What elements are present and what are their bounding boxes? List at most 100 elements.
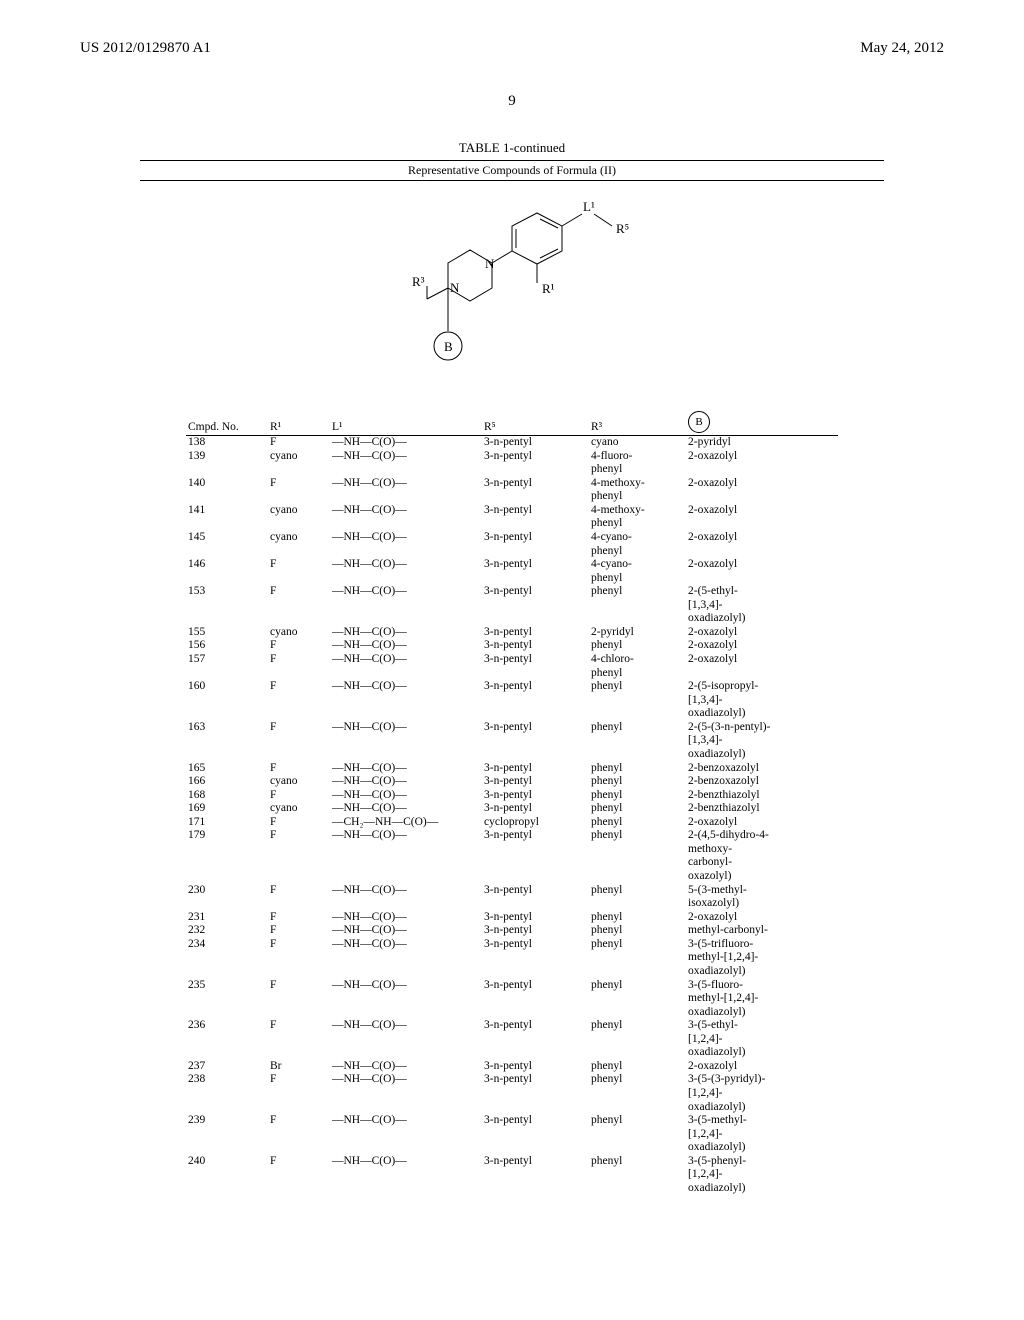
table-cell: —NH—C(O)— xyxy=(330,911,482,925)
table-cell: F xyxy=(268,436,330,450)
table-row: 155cyano—NH—C(O)—3-n-pentyl2-pyridyl2-ox… xyxy=(186,626,838,640)
table-cell: 2-oxazolyl xyxy=(686,477,838,504)
table-cell: 160 xyxy=(186,680,268,721)
table-cell: —NH—C(O)— xyxy=(330,979,482,1020)
table-cell: phenyl xyxy=(589,721,686,762)
table-cell: 3-n-pentyl xyxy=(482,829,589,883)
table-cell: 145 xyxy=(186,531,268,558)
col-r1: R¹ xyxy=(268,409,330,436)
table-cell: phenyl xyxy=(589,1019,686,1060)
table-cell: 3-n-pentyl xyxy=(482,884,589,911)
table-cell: phenyl xyxy=(589,775,686,789)
table-cell: 2-oxazolyl xyxy=(686,653,838,680)
table-cell: phenyl xyxy=(589,979,686,1020)
table-cell: 236 xyxy=(186,1019,268,1060)
table-cell: —NH—C(O)— xyxy=(330,1114,482,1155)
table-cell: 2-(5-isopropyl-[1,3,4]-oxadiazolyl) xyxy=(686,680,838,721)
table-cell: phenyl xyxy=(589,829,686,883)
table-row: 240F—NH—C(O)—3-n-pentylphenyl3-(5-phenyl… xyxy=(186,1155,838,1196)
table-cell: 3-n-pentyl xyxy=(482,626,589,640)
table-cell: 3-n-pentyl xyxy=(482,1060,589,1074)
table-cell: phenyl xyxy=(589,1060,686,1074)
label-N-top: N xyxy=(485,256,495,271)
table-cell: —NH—C(O)— xyxy=(330,436,482,450)
page-header: US 2012/0129870 A1 May 24, 2012 xyxy=(80,40,944,57)
table-cell: phenyl xyxy=(589,639,686,653)
table-cell: 3-n-pentyl xyxy=(482,680,589,721)
table-subtitle: Representative Compounds of Formula (II) xyxy=(140,160,884,181)
table-cell: 171 xyxy=(186,816,268,830)
table-cell: 4-fluoro-phenyl xyxy=(589,450,686,477)
table-row: 145cyano—NH—C(O)—3-n-pentyl4-cyano-pheny… xyxy=(186,531,838,558)
table-cell: —NH—C(O)— xyxy=(330,789,482,803)
table-cell: —NH—C(O)— xyxy=(330,477,482,504)
table-cell: 4-methoxy-phenyl xyxy=(589,477,686,504)
table-cell: phenyl xyxy=(589,924,686,938)
table-cell: 2-pyridyl xyxy=(589,626,686,640)
table-cell: —NH—C(O)— xyxy=(330,626,482,640)
table-cell: F xyxy=(268,653,330,680)
table-cell: —NH—C(O)— xyxy=(330,1060,482,1074)
table-cell: 3-(5-methyl-[1,2,4]-oxadiazolyl) xyxy=(686,1114,838,1155)
table-row: 139cyano—NH—C(O)—3-n-pentyl4-fluoro-phen… xyxy=(186,450,838,477)
table-cell: 2-oxazolyl xyxy=(686,1060,838,1074)
table-header-row: Cmpd. No. R¹ L¹ R⁵ R³ B xyxy=(186,409,838,436)
table-cell: 3-n-pentyl xyxy=(482,802,589,816)
table-cell: 4-methoxy-phenyl xyxy=(589,504,686,531)
table-cell: 231 xyxy=(186,911,268,925)
table-cell: 3-n-pentyl xyxy=(482,558,589,585)
table-cell: —NH—C(O)— xyxy=(330,884,482,911)
label-R3: R³ xyxy=(412,274,425,289)
table-cell: —NH—C(O)— xyxy=(330,1073,482,1114)
table-cell: 4-cyano-phenyl xyxy=(589,558,686,585)
table-cell: 2-pyridyl xyxy=(686,436,838,450)
table-cell: cyano xyxy=(268,531,330,558)
table-row: 171F—CH₂—NH—C(O)—cyclopropylphenyl2-oxaz… xyxy=(186,816,838,830)
patent-number: US 2012/0129870 A1 xyxy=(80,40,211,57)
table-cell: 3-n-pentyl xyxy=(482,1073,589,1114)
table-cell: 2-benzthiazolyl xyxy=(686,789,838,803)
table-cell: F xyxy=(268,558,330,585)
table-cell: —NH—C(O)— xyxy=(330,829,482,883)
table-cell: 3-n-pentyl xyxy=(482,979,589,1020)
table-row: 163F—NH—C(O)—3-n-pentylphenyl2-(5-(3-n-p… xyxy=(186,721,838,762)
table-row: 156F—NH—C(O)—3-n-pentylphenyl2-oxazolyl xyxy=(186,639,838,653)
table-row: 238F—NH—C(O)—3-n-pentylphenyl3-(5-(3-pyr… xyxy=(186,1073,838,1114)
table-cell: 3-n-pentyl xyxy=(482,938,589,979)
table-cell: 239 xyxy=(186,1114,268,1155)
table-cell: methyl-carbonyl- xyxy=(686,924,838,938)
table-cell: 234 xyxy=(186,938,268,979)
table-cell: 3-n-pentyl xyxy=(482,762,589,776)
table-row: 239F—NH—C(O)—3-n-pentylphenyl3-(5-methyl… xyxy=(186,1114,838,1155)
table-row: 231F—NH—C(O)—3-n-pentylphenyl2-oxazolyl xyxy=(186,911,838,925)
table-cell: —NH—C(O)— xyxy=(330,762,482,776)
table-cell: cyano xyxy=(268,450,330,477)
col-r5: R⁵ xyxy=(482,409,589,436)
table-cell: 3-n-pentyl xyxy=(482,721,589,762)
label-L1: L¹ xyxy=(583,199,595,214)
table-row: 179F—NH—C(O)—3-n-pentylphenyl2-(4,5-dihy… xyxy=(186,829,838,883)
table-cell: 238 xyxy=(186,1073,268,1114)
table-cell: 3-n-pentyl xyxy=(482,477,589,504)
table-cell: 166 xyxy=(186,775,268,789)
table-cell: F xyxy=(268,721,330,762)
table-cell: 2-(4,5-dihydro-4-methoxy-carbonyl-oxazol… xyxy=(686,829,838,883)
table-cell: —NH—C(O)— xyxy=(330,450,482,477)
publication-date: May 24, 2012 xyxy=(860,40,944,57)
table-cell: 3-n-pentyl xyxy=(482,639,589,653)
table-cell: 146 xyxy=(186,558,268,585)
table-cell: 2-oxazolyl xyxy=(686,531,838,558)
table-cell: —NH—C(O)— xyxy=(330,558,482,585)
table-cell: 3-(5-(3-pyridyl)-[1,2,4]-oxadiazolyl) xyxy=(686,1073,838,1114)
table-row: 235F—NH—C(O)—3-n-pentylphenyl3-(5-fluoro… xyxy=(186,979,838,1020)
table-cell: phenyl xyxy=(589,816,686,830)
table-cell: phenyl xyxy=(589,802,686,816)
table-cell: 3-n-pentyl xyxy=(482,504,589,531)
table-row: 138F—NH—C(O)—3-n-pentylcyano2-pyridyl xyxy=(186,436,838,450)
table-cell: 2-oxazolyl xyxy=(686,450,838,477)
col-cmpd-no: Cmpd. No. xyxy=(186,409,268,436)
table-cell: 232 xyxy=(186,924,268,938)
page-number: 9 xyxy=(80,93,944,110)
col-l1: L¹ xyxy=(330,409,482,436)
table-cell: phenyl xyxy=(589,938,686,979)
